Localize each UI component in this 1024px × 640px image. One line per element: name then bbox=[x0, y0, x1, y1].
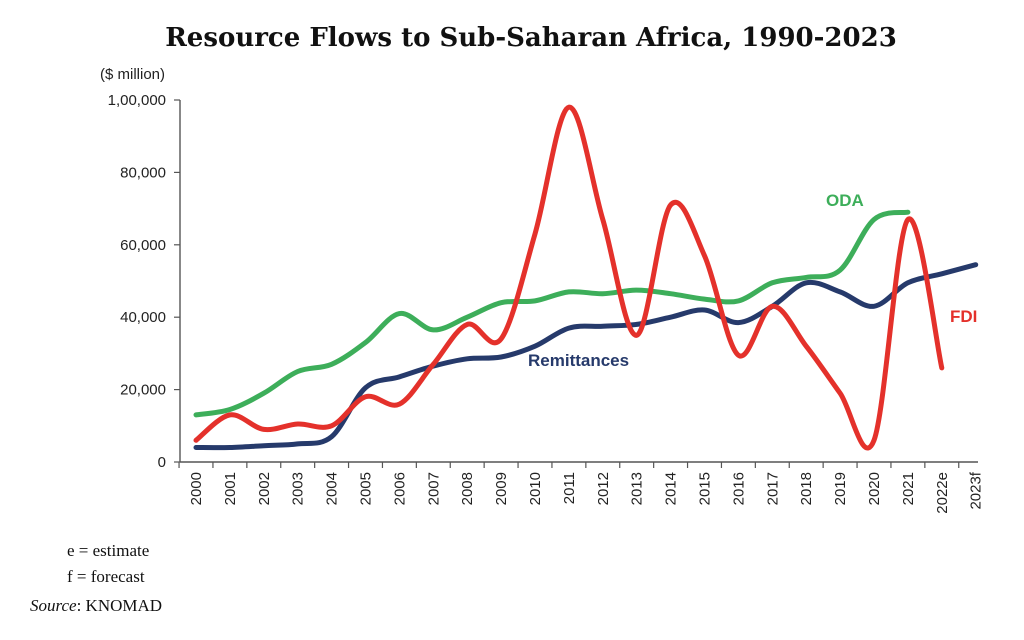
x-tick-label: 2000 bbox=[188, 472, 205, 505]
x-tick-label: 2021 bbox=[900, 472, 917, 505]
x-tick-label: 2019 bbox=[832, 472, 849, 505]
x-tick-label: 2004 bbox=[324, 472, 341, 505]
y-tick-label: 60,000 bbox=[120, 237, 166, 254]
x-tick-label: 2006 bbox=[391, 472, 408, 505]
x-tick-label: 2002 bbox=[256, 472, 273, 505]
x-tick-label: 2005 bbox=[358, 472, 375, 505]
series-label-oda: ODA bbox=[826, 191, 864, 210]
x-tick-label: 2014 bbox=[663, 472, 680, 505]
series-line-fdi bbox=[193, 104, 945, 451]
y-tick-label: 80,000 bbox=[120, 164, 166, 181]
source-prefix: Source bbox=[30, 596, 77, 615]
note-forecast: f = forecast bbox=[67, 567, 145, 586]
note-estimate: e = estimate bbox=[67, 541, 150, 560]
series-labels: ODA FDI Remittances bbox=[528, 191, 977, 370]
x-tick-label: 2018 bbox=[798, 472, 815, 505]
x-tick-label: 2012 bbox=[595, 472, 612, 505]
x-tick-label: 2020 bbox=[866, 472, 883, 505]
x-tick-label: 2017 bbox=[764, 472, 781, 505]
x-tick-label: 2013 bbox=[629, 472, 646, 505]
y-unit-label: ($ million) bbox=[100, 66, 165, 83]
x-tick-label: 2022e bbox=[934, 472, 951, 514]
x-tick-label: 2009 bbox=[493, 472, 510, 505]
x-tick-label: 2023f bbox=[968, 471, 985, 509]
x-tick-label: 2003 bbox=[290, 472, 307, 505]
x-axis-ticks: 2000 2001 2002 2003 2004 2005 2006 2007 2008 2009… bbox=[178, 462, 985, 514]
y-axis-ticks: 0 20,000 40,000 60,000 80,000 1,00,000 bbox=[108, 92, 180, 471]
chart-title: Resource Flows to Sub-Saharan Africa, 19… bbox=[165, 23, 897, 53]
series-line-oda bbox=[193, 209, 911, 418]
y-tick-label: 20,000 bbox=[120, 382, 166, 399]
series-label-remittances: Remittances bbox=[528, 351, 629, 370]
axes bbox=[179, 100, 978, 463]
y-tick-label: 0 bbox=[158, 454, 166, 471]
series-lines bbox=[193, 104, 979, 451]
x-tick-label: 2001 bbox=[222, 472, 239, 505]
source-note: Source: KNOMAD bbox=[30, 596, 162, 616]
x-tick-label: 2015 bbox=[697, 472, 714, 505]
y-tick-label: 40,000 bbox=[120, 309, 166, 326]
series-label-fdi: FDI bbox=[950, 307, 977, 326]
x-tick-label: 2007 bbox=[425, 472, 442, 505]
x-tick-label: 2011 bbox=[561, 472, 578, 504]
source-value: : KNOMAD bbox=[76, 596, 163, 615]
y-tick-label: 1,00,000 bbox=[108, 92, 166, 109]
x-tick-label: 2008 bbox=[459, 472, 476, 505]
series-line-remittances bbox=[193, 262, 979, 451]
x-tick-label: 2010 bbox=[527, 472, 544, 505]
x-tick-label: 2016 bbox=[730, 472, 747, 505]
